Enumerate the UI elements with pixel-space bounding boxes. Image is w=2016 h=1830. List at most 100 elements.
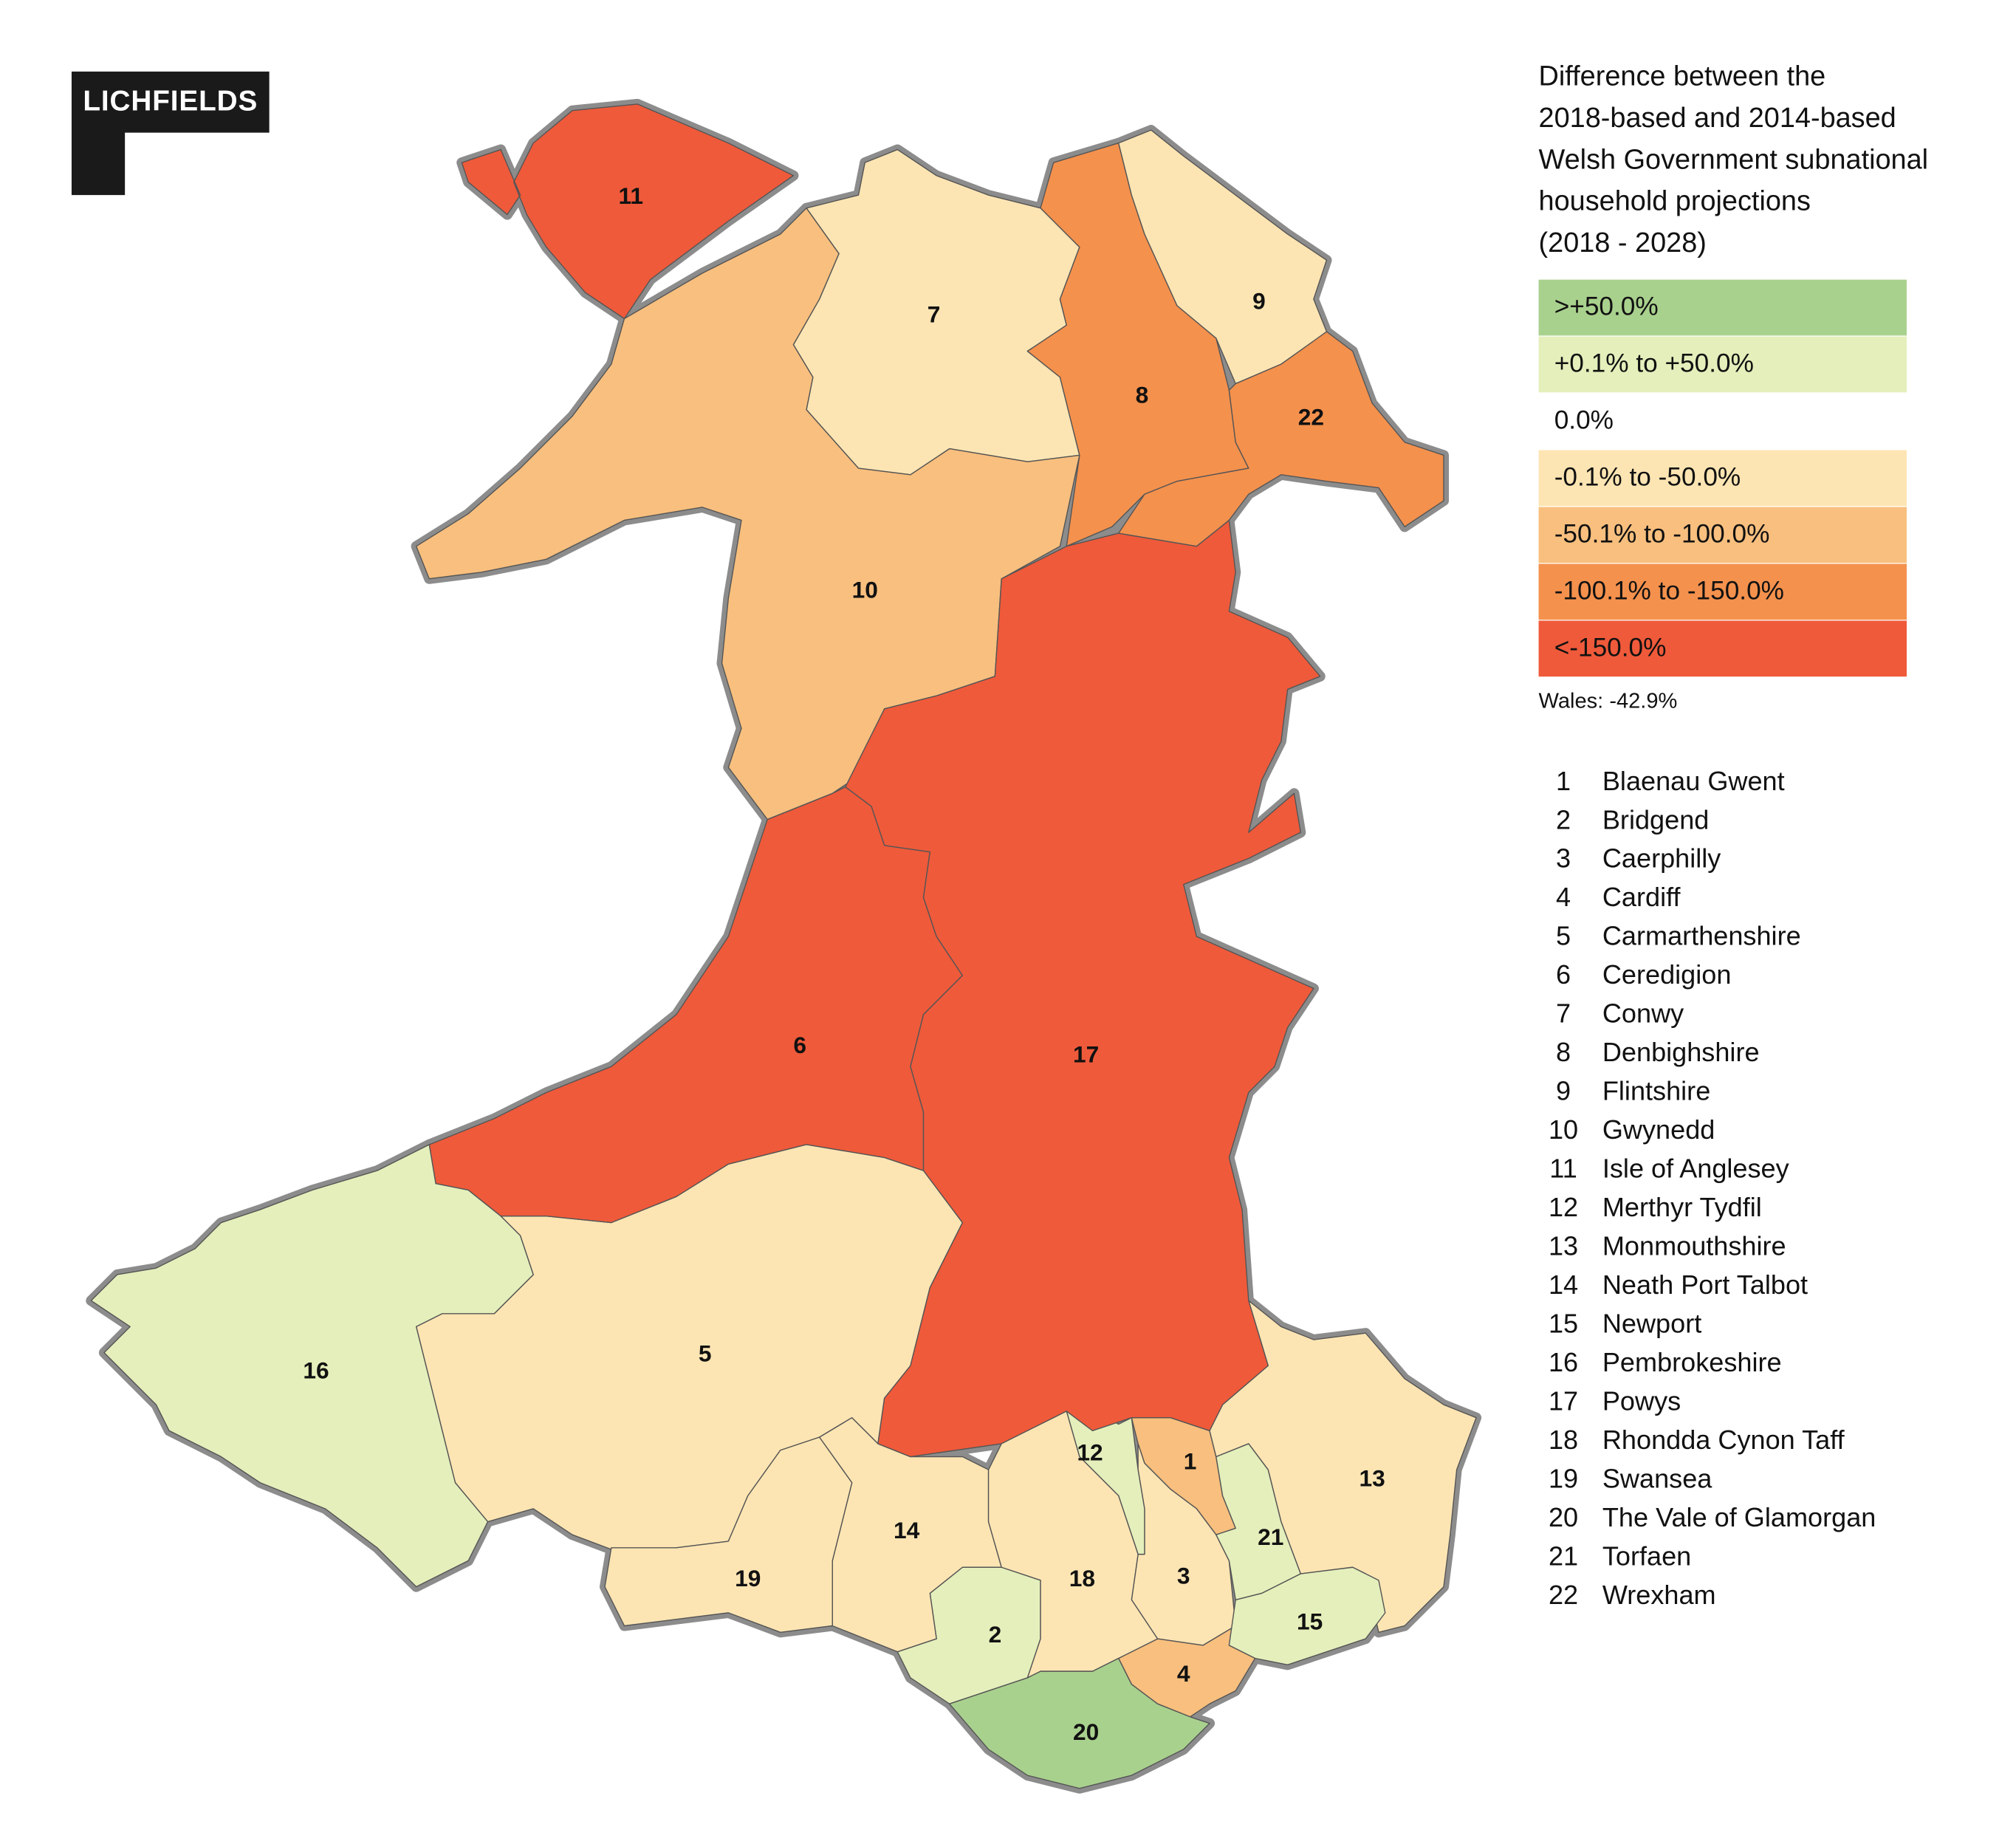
list-name: Denbighshire xyxy=(1602,1037,1760,1067)
list-name: Swansea xyxy=(1602,1463,1712,1493)
list-number: 19 xyxy=(1549,1463,1578,1493)
list-number: 20 xyxy=(1549,1502,1578,1532)
region xyxy=(461,103,795,320)
region xyxy=(90,1144,534,1588)
list-name: Pembrokeshire xyxy=(1602,1347,1782,1377)
legend-title: household projections xyxy=(1539,186,1811,217)
list-name: Ceredigion xyxy=(1602,959,1732,990)
list-number: 22 xyxy=(1549,1580,1578,1610)
list-number: 1 xyxy=(1556,766,1571,796)
list-number: 11 xyxy=(1549,1154,1577,1184)
region-number: 3 xyxy=(1177,1563,1190,1589)
list-number: 21 xyxy=(1549,1541,1578,1571)
region xyxy=(1117,331,1444,547)
region-number: 14 xyxy=(894,1517,920,1543)
list-name: The Vale of Glamorgan xyxy=(1602,1502,1876,1532)
list-number: 2 xyxy=(1556,804,1571,835)
legend-title: Welsh Government subnational xyxy=(1539,144,1929,175)
list-number: 13 xyxy=(1549,1231,1578,1261)
list-name: Carmarthenshire xyxy=(1602,921,1801,951)
region xyxy=(987,1411,1159,1679)
legend-label: -100.1% to -150.0% xyxy=(1554,577,1784,606)
list-number: 15 xyxy=(1549,1309,1578,1339)
region-number: 18 xyxy=(1069,1565,1095,1591)
legend-swatch xyxy=(1538,620,1907,677)
legend-label: >+50.0% xyxy=(1554,292,1659,321)
legend: Difference between the 2018-based and 201… xyxy=(1538,61,1929,1610)
region-number: 15 xyxy=(1297,1608,1323,1634)
region-number: 21 xyxy=(1258,1524,1283,1550)
list-number: 17 xyxy=(1549,1386,1578,1416)
list-number: 12 xyxy=(1549,1192,1578,1222)
region-number: 4 xyxy=(1177,1660,1190,1687)
legend-title: Difference between the xyxy=(1539,61,1826,92)
region-number: 22 xyxy=(1298,403,1324,430)
legend-swatch xyxy=(1538,393,1907,450)
region-number: 10 xyxy=(852,577,878,603)
list-number: 18 xyxy=(1549,1425,1578,1455)
list-number: 16 xyxy=(1549,1347,1578,1377)
logo-mark xyxy=(71,71,270,196)
logo-text: LICHFIELDS xyxy=(83,85,258,117)
wales-note: Wales: -42.9% xyxy=(1539,690,1678,713)
list-number: 7 xyxy=(1556,998,1571,1029)
legend-label: -50.1% to -100.0% xyxy=(1554,520,1770,549)
list-number: 8 xyxy=(1556,1037,1571,1067)
region-number: 20 xyxy=(1073,1718,1099,1745)
list-name: Neath Port Talbot xyxy=(1602,1269,1808,1300)
legend-title: 2018-based and 2014-based xyxy=(1539,103,1896,134)
region xyxy=(845,519,1321,1458)
list-name: Bridgend xyxy=(1602,804,1709,835)
region-number: 13 xyxy=(1360,1465,1385,1492)
legend-swatch xyxy=(1538,563,1907,620)
list-name: Flintshire xyxy=(1602,1076,1710,1106)
region-number: 6 xyxy=(793,1032,806,1058)
legend-label: +0.1% to +50.0% xyxy=(1554,349,1754,378)
region-number: 2 xyxy=(989,1621,1002,1648)
region xyxy=(428,786,964,1224)
list-name: Newport xyxy=(1602,1309,1701,1339)
list-name: Rhondda Cynon Taff xyxy=(1602,1425,1845,1455)
list-number: 5 xyxy=(1556,921,1571,951)
list-number: 6 xyxy=(1556,959,1571,990)
region-number: 19 xyxy=(735,1565,761,1591)
list-number: 3 xyxy=(1556,843,1571,874)
region xyxy=(604,1436,853,1634)
list-number: 10 xyxy=(1549,1114,1578,1145)
legend-label: 0.0% xyxy=(1554,406,1614,435)
list-name: Powys xyxy=(1602,1386,1681,1416)
region-number: 17 xyxy=(1073,1041,1099,1067)
list-number: 14 xyxy=(1549,1269,1578,1300)
list-name: Isle of Anglesey xyxy=(1602,1154,1789,1184)
list-name: Conwy xyxy=(1602,998,1684,1029)
region-number: 1 xyxy=(1184,1448,1197,1475)
region-number: 7 xyxy=(928,301,941,327)
legend-swatch xyxy=(1538,450,1907,507)
logo: LICHFIELDS xyxy=(71,71,270,196)
regions xyxy=(90,103,1477,1789)
list-name: Merthyr Tydfil xyxy=(1602,1192,1762,1222)
list-name: Monmouthshire xyxy=(1602,1231,1786,1261)
region-number: 9 xyxy=(1252,288,1266,315)
region-number: 11 xyxy=(619,182,644,209)
region xyxy=(1216,1443,1301,1600)
list-name: Caerphilly xyxy=(1602,843,1721,874)
legend-label: -0.1% to -50.0% xyxy=(1554,463,1741,492)
legend-swatch xyxy=(1538,279,1907,336)
list-name: Cardiff xyxy=(1602,882,1681,912)
legend-title: (2018 - 2028) xyxy=(1539,227,1707,258)
region-number: 5 xyxy=(699,1340,712,1367)
list-name: Gwynedd xyxy=(1602,1114,1715,1145)
list-name: Wrexham xyxy=(1602,1580,1716,1610)
legend-label: <-150.0% xyxy=(1554,633,1667,662)
region-number: 12 xyxy=(1077,1439,1103,1465)
list-number: 9 xyxy=(1556,1076,1571,1106)
region xyxy=(949,1657,1210,1789)
region-number: 16 xyxy=(303,1357,329,1383)
region-number: 8 xyxy=(1136,382,1149,408)
list-name: Torfaen xyxy=(1602,1541,1691,1571)
list-name: Blaenau Gwent xyxy=(1602,766,1785,796)
list-number: 4 xyxy=(1556,882,1571,912)
legend-swatch xyxy=(1538,336,1907,393)
